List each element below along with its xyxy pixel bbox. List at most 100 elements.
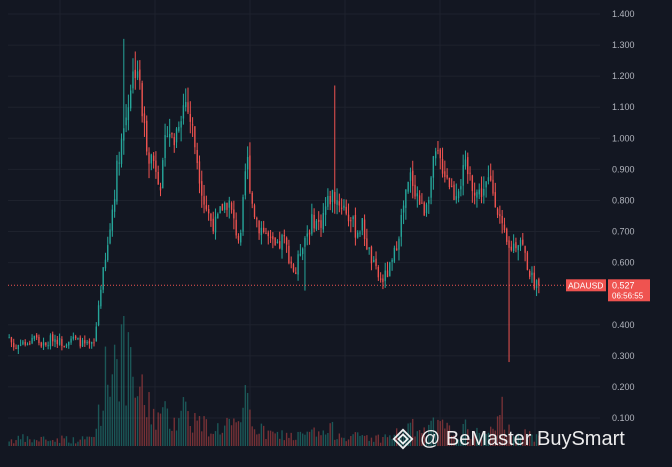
candle-body [327, 195, 329, 207]
volume-bar [207, 436, 210, 446]
candle-body [301, 248, 304, 255]
volume-bar [354, 432, 357, 446]
volume-bar [182, 397, 185, 446]
volume-bar [201, 431, 203, 446]
volume-bar [116, 359, 118, 446]
candle-body [129, 90, 132, 109]
candle-body [329, 195, 331, 205]
volume-bar [373, 441, 375, 446]
volume-bar [178, 418, 180, 446]
candle-body [476, 191, 478, 198]
volume-bar [175, 430, 178, 446]
candle-body [109, 229, 111, 244]
candle-body [446, 175, 448, 178]
volume-bar [425, 436, 428, 446]
volume-bar [499, 414, 501, 446]
candle-body [132, 71, 134, 89]
y-tick-label: 0.600 [612, 258, 635, 268]
candle-body [171, 132, 173, 135]
volume-bar [439, 421, 441, 446]
candle-body [196, 149, 198, 163]
volume-bar [476, 427, 478, 446]
volume-bar [490, 426, 492, 446]
candle-body [490, 175, 492, 181]
volume-bar [15, 440, 17, 446]
candle-body [400, 214, 402, 237]
volume-bar [524, 429, 526, 446]
candle-body [201, 181, 203, 196]
volume-bar [311, 429, 313, 446]
candle-body [35, 334, 38, 338]
candle-body [373, 260, 375, 262]
candle-body [166, 136, 169, 138]
volume-bar [125, 405, 127, 446]
candle-body [531, 272, 533, 276]
volume-bar [84, 439, 86, 446]
volume-bar [74, 443, 77, 446]
candle-body [242, 197, 244, 232]
candle-body [533, 272, 535, 289]
candle-body [437, 150, 439, 152]
candle-body [175, 128, 178, 143]
volume-bar [283, 440, 286, 446]
volume-bar [460, 436, 462, 446]
candle-layer [8, 38, 540, 363]
volume-bar [391, 438, 393, 446]
volume-bar [217, 423, 219, 446]
volume-bar [166, 408, 169, 446]
candle-body [375, 258, 377, 267]
candle-body [180, 121, 182, 128]
volume-bar [535, 434, 538, 446]
candle-body [152, 155, 155, 162]
candle-body [111, 209, 114, 231]
volume-bar [146, 417, 148, 446]
volume-bar [249, 409, 251, 446]
candle-body [38, 336, 40, 343]
volume-bar [384, 434, 386, 446]
volume-bar [38, 441, 40, 446]
candle-body [499, 214, 501, 217]
volume-bar [31, 442, 33, 446]
volume-bar [77, 441, 79, 446]
volume-bar [382, 436, 384, 446]
candle-body [61, 339, 63, 346]
candle-body [455, 196, 457, 200]
candle-body [143, 113, 146, 124]
candle-body [425, 204, 428, 214]
volume-bar [88, 436, 91, 446]
candle-body [407, 181, 409, 192]
volume-bar [260, 423, 263, 446]
candle-body [191, 124, 194, 126]
candle-body [519, 240, 522, 247]
candle-body [187, 102, 189, 113]
volume-bar [173, 417, 175, 446]
volume-bar [13, 443, 15, 446]
volume-bar [136, 396, 139, 446]
candle-body [224, 202, 226, 210]
price-label: ADAUSD 0.527 06:56:55 [566, 279, 650, 302]
candle-body [386, 270, 389, 278]
candle-body [194, 126, 196, 148]
candle-body [118, 162, 120, 164]
candle-body [15, 347, 17, 349]
volume-bar [168, 428, 171, 446]
candle-body [262, 227, 265, 233]
volume-bar [56, 438, 58, 446]
volume-bar [402, 429, 405, 446]
volume-bar [269, 430, 272, 446]
candle-body [185, 101, 187, 107]
volume-bar [295, 439, 297, 446]
volume-bar [279, 438, 281, 446]
candle-body [430, 177, 432, 198]
candle-body [451, 185, 453, 187]
candle-body [86, 342, 88, 344]
volume-bar [63, 438, 65, 446]
volume-bar [368, 440, 370, 446]
volume-bar [451, 435, 453, 446]
volume-bar [299, 431, 302, 446]
candle-body [72, 336, 75, 339]
volume-bar [494, 430, 496, 446]
volume-bar [480, 439, 483, 446]
